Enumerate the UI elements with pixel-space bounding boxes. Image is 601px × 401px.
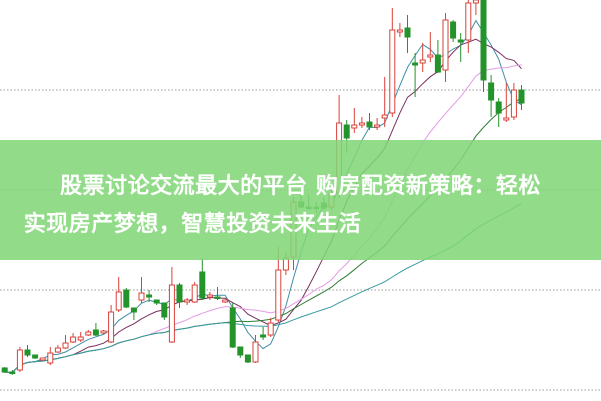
headline-line-1: 股票讨论交流最大的平台 购房配资新策略：轻松 xyxy=(60,174,541,199)
candle-up xyxy=(510,89,517,118)
candle-up xyxy=(358,122,365,126)
candle-down xyxy=(161,302,168,318)
candle-up xyxy=(472,0,479,4)
candle-up xyxy=(503,117,510,121)
candle-down xyxy=(146,294,153,298)
candle-up xyxy=(465,2,472,41)
candle-down xyxy=(130,307,137,313)
ma10-line xyxy=(4,38,522,374)
candle-up xyxy=(100,330,107,334)
candle-down xyxy=(450,21,457,39)
candle-up xyxy=(39,357,46,361)
candle-down xyxy=(123,289,130,308)
candle-up xyxy=(252,341,259,363)
candle-up xyxy=(168,284,175,343)
candle-up xyxy=(47,352,54,364)
headline-banner: 股票讨论交流最大的平台 购房配资新策略：轻松 实现房产梦想，智慧投资未来生活 xyxy=(0,140,601,260)
candle-down xyxy=(488,82,495,101)
candle-up xyxy=(351,124,358,129)
candle-up xyxy=(374,124,381,128)
candle-down xyxy=(457,39,464,43)
candle-up xyxy=(396,29,403,33)
candle-down xyxy=(366,121,373,128)
candle-up xyxy=(275,269,282,321)
candle-up xyxy=(184,299,191,303)
candle-down xyxy=(412,62,419,66)
candle-down xyxy=(434,54,441,73)
candle-up xyxy=(115,291,122,311)
candle-up xyxy=(16,349,23,371)
candle-down xyxy=(404,27,411,38)
candle-down xyxy=(32,354,39,359)
candle-up xyxy=(108,311,115,343)
candle-up xyxy=(427,54,434,58)
candle-up xyxy=(389,29,396,114)
candle-down xyxy=(199,271,206,299)
candle-up xyxy=(442,19,449,71)
candle-down xyxy=(24,349,31,356)
candle-up xyxy=(138,292,145,301)
candle-up xyxy=(267,322,274,336)
candle-down xyxy=(260,334,267,338)
candle-up xyxy=(191,284,198,303)
candle-up xyxy=(85,331,92,336)
candle-down xyxy=(92,329,99,336)
candle-down xyxy=(214,296,221,299)
candle-up xyxy=(54,347,61,353)
candle-down xyxy=(518,89,525,104)
candle-down xyxy=(244,354,251,363)
candle-down xyxy=(176,284,183,303)
candle-up xyxy=(206,294,213,298)
candle-down xyxy=(343,124,350,139)
candle-down xyxy=(153,299,160,304)
candle-up xyxy=(62,342,69,349)
candle-down xyxy=(9,371,16,374)
candle-down xyxy=(495,101,502,114)
candle-down xyxy=(237,346,244,356)
candle-down xyxy=(229,307,236,348)
headline-line-2: 实现房产梦想，智慧投资未来生活 xyxy=(23,212,362,237)
candle-up xyxy=(381,114,388,119)
candle-down xyxy=(480,0,487,81)
candle-up xyxy=(77,336,84,341)
candle-up xyxy=(419,59,426,64)
candle-down xyxy=(1,367,8,373)
candle-up xyxy=(222,299,229,303)
candle-up xyxy=(70,336,77,343)
